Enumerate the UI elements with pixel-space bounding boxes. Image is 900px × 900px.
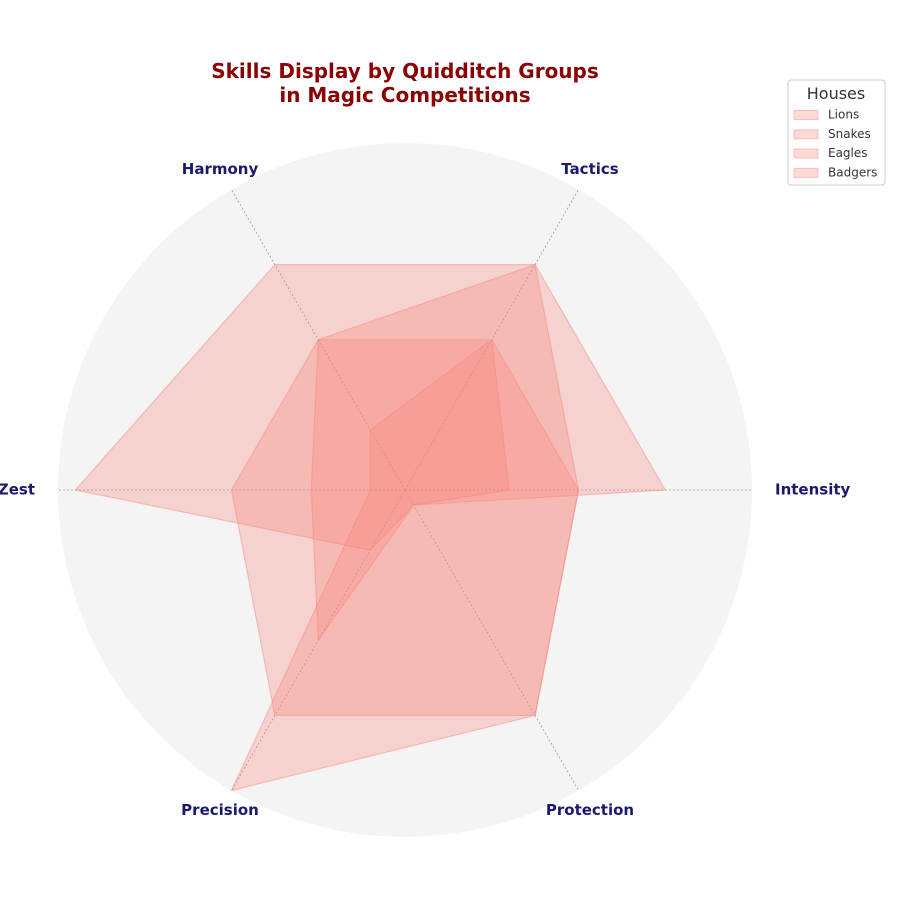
series-polygon-badgers xyxy=(310,339,510,641)
chart-title-line-2: in Magic Competitions xyxy=(279,83,530,107)
legend-swatch-lions xyxy=(793,110,819,120)
spoke-protection xyxy=(404,489,579,791)
legend-label-badgers: Badgers xyxy=(828,165,877,179)
legend-swatch-badgers xyxy=(793,167,819,178)
spoke-tactics xyxy=(404,189,579,491)
legend-swatch-eagles xyxy=(793,148,819,159)
series-polygons xyxy=(74,264,666,792)
axis-label-zest: Zest xyxy=(0,481,35,499)
legend-label-eagles: Eagles xyxy=(828,146,868,160)
spoke-precision xyxy=(231,489,406,791)
axis-label-tactics: Tactics xyxy=(561,160,619,178)
legend-label-lions: Lions xyxy=(828,108,859,122)
axis-label-protection: Protection xyxy=(546,801,634,819)
axis-label-harmony: Harmony xyxy=(182,160,259,178)
series-polygon-eagles xyxy=(74,264,666,551)
legend-frame xyxy=(787,79,886,186)
legend-swatch-snakes xyxy=(793,129,819,140)
legend-title: Houses xyxy=(807,84,865,103)
series-polygon-snakes xyxy=(230,264,580,717)
axis-label-intensity: Intensity xyxy=(775,481,851,499)
spoke-harmony xyxy=(231,189,406,491)
axis-label-precision: Precision xyxy=(181,801,259,819)
legend: Houses Lions Snakes Eagles Badgers xyxy=(787,79,886,186)
axis-labels: Intensity Tactics Harmony Zest Precision Prot… xyxy=(0,160,851,819)
radar-grid xyxy=(58,189,752,791)
chart-title-line-1: Skills Display by Quidditch Groups xyxy=(211,59,599,83)
legend-label-snakes: Snakes xyxy=(828,127,871,141)
legend-items: Lions Snakes Eagles Badgers xyxy=(793,108,877,179)
series-polygon-lions xyxy=(230,339,580,792)
